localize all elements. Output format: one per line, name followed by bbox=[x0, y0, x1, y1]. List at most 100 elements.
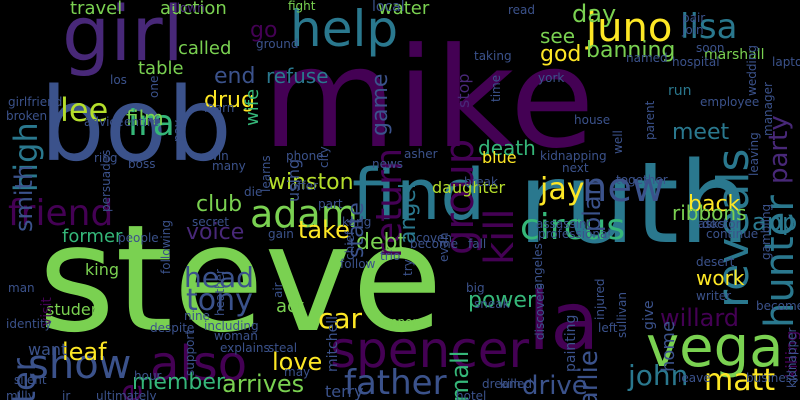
word-following: following bbox=[159, 220, 173, 274]
word-one: one bbox=[147, 75, 161, 98]
word-king: king bbox=[85, 260, 120, 279]
word-big: big bbox=[466, 281, 485, 295]
word-club: club bbox=[196, 192, 243, 217]
word-writer: writer bbox=[696, 289, 732, 303]
word-pay: pay bbox=[171, 119, 185, 142]
word-kang: kang bbox=[342, 215, 372, 229]
word-matt: matt bbox=[704, 363, 776, 398]
word-mitchell: mitchell bbox=[325, 316, 341, 372]
word-game: game bbox=[368, 73, 393, 136]
word-soon: soon bbox=[696, 41, 725, 55]
word-professional: professional bbox=[538, 227, 611, 241]
word-father: father bbox=[344, 363, 447, 400]
word-painting: painting bbox=[563, 314, 579, 372]
word-angeles: angeles bbox=[531, 243, 545, 290]
word-ira: ira bbox=[128, 103, 175, 144]
word-advice: advice bbox=[84, 115, 124, 129]
word-vega: vega bbox=[646, 315, 784, 380]
word-business: business bbox=[746, 371, 799, 385]
word-local: local bbox=[372, 0, 405, 15]
word-gain: gain bbox=[268, 227, 294, 241]
word-entire: entire bbox=[124, 115, 160, 129]
word-work: work bbox=[696, 266, 745, 290]
word-nine: nine bbox=[184, 309, 210, 323]
word-manager: manager bbox=[761, 82, 775, 136]
word-milly: milly bbox=[6, 389, 35, 400]
word-refuse: refuse bbox=[266, 64, 329, 88]
word-man: man bbox=[8, 281, 35, 295]
word-air: air bbox=[271, 282, 285, 298]
word-hospital: hospital bbox=[672, 55, 720, 69]
word-ribbons: ribbons bbox=[672, 201, 747, 225]
word-go: go bbox=[250, 18, 278, 43]
word-dream: dream bbox=[482, 377, 521, 391]
word-injured: injured bbox=[593, 278, 607, 320]
word-persuades: persuades bbox=[99, 149, 113, 212]
word-clown: clown bbox=[170, 1, 205, 15]
word-leaf: leaf bbox=[62, 338, 107, 366]
word-stop: stop bbox=[454, 73, 473, 108]
word-sullivan: sullivan bbox=[615, 292, 629, 338]
word-connor: connor bbox=[376, 315, 418, 329]
word-wife: wife bbox=[242, 88, 263, 126]
word-take: take bbox=[298, 216, 350, 244]
word-offer: offer bbox=[290, 179, 318, 193]
word-learn: learn bbox=[204, 101, 235, 115]
word-pair: pair bbox=[682, 11, 706, 25]
word-boss: boss bbox=[128, 157, 156, 171]
word-adam: adam bbox=[250, 192, 358, 236]
word-find: find bbox=[352, 154, 485, 236]
word-time: time bbox=[489, 74, 503, 102]
word-follow: follow bbox=[340, 257, 376, 271]
word-member: member bbox=[132, 370, 225, 395]
word-table: table bbox=[138, 58, 184, 79]
word-back: back bbox=[688, 192, 741, 217]
word-give: give bbox=[641, 300, 657, 330]
word-steal: steal bbox=[268, 341, 298, 355]
word-girlfriend: girlfriend bbox=[8, 95, 63, 109]
word-may: may bbox=[284, 365, 311, 379]
word-love: love bbox=[272, 348, 323, 376]
word-part: part bbox=[318, 197, 343, 211]
word-wedding: wedding bbox=[745, 45, 759, 96]
word-circus: circus bbox=[520, 207, 626, 248]
word-well: well bbox=[611, 130, 625, 154]
word-john: john bbox=[628, 359, 689, 392]
word-los: los bbox=[110, 73, 127, 87]
word-people: people bbox=[118, 231, 159, 245]
word-girl: girl bbox=[62, 0, 184, 78]
word-steve: steve bbox=[38, 193, 443, 365]
word-evan: evan bbox=[437, 232, 451, 262]
word-ring: ring bbox=[94, 151, 118, 165]
word-kidnapping: kidnapping bbox=[540, 149, 607, 163]
word-bob: bob bbox=[40, 66, 232, 185]
word-la: la bbox=[528, 275, 600, 368]
word-learns: learns bbox=[259, 155, 273, 192]
word-fall: fall bbox=[468, 237, 487, 251]
word-former: former bbox=[62, 226, 123, 247]
word-kidnapper: kidnapper bbox=[785, 327, 799, 388]
word-banning: banning bbox=[586, 38, 676, 63]
word-broken: broken bbox=[6, 109, 48, 123]
word-show: show bbox=[28, 342, 132, 388]
word-drive: drive bbox=[522, 371, 588, 400]
word-coven: coven bbox=[416, 231, 453, 245]
word-asks: asks bbox=[698, 217, 725, 231]
word-arrives: arrives bbox=[222, 370, 305, 398]
word-mike: mike bbox=[262, 18, 595, 179]
word-see: see bbox=[540, 24, 576, 48]
word-fight: fight bbox=[288, 0, 316, 13]
word-tony: tony bbox=[186, 283, 253, 318]
word-juno: juno bbox=[586, 5, 673, 51]
word-including: including bbox=[204, 319, 259, 333]
word-becomes: becomes bbox=[756, 299, 800, 313]
word-act: act bbox=[276, 296, 304, 317]
word-head: head bbox=[184, 261, 254, 294]
word-news: news bbox=[372, 157, 404, 171]
word-explains: explains bbox=[220, 341, 270, 355]
word-left: left bbox=[598, 321, 618, 335]
word-house: house bbox=[574, 113, 611, 127]
word-york: york bbox=[538, 71, 565, 85]
word-support: support bbox=[183, 329, 197, 376]
word-meet: meet bbox=[672, 120, 730, 145]
